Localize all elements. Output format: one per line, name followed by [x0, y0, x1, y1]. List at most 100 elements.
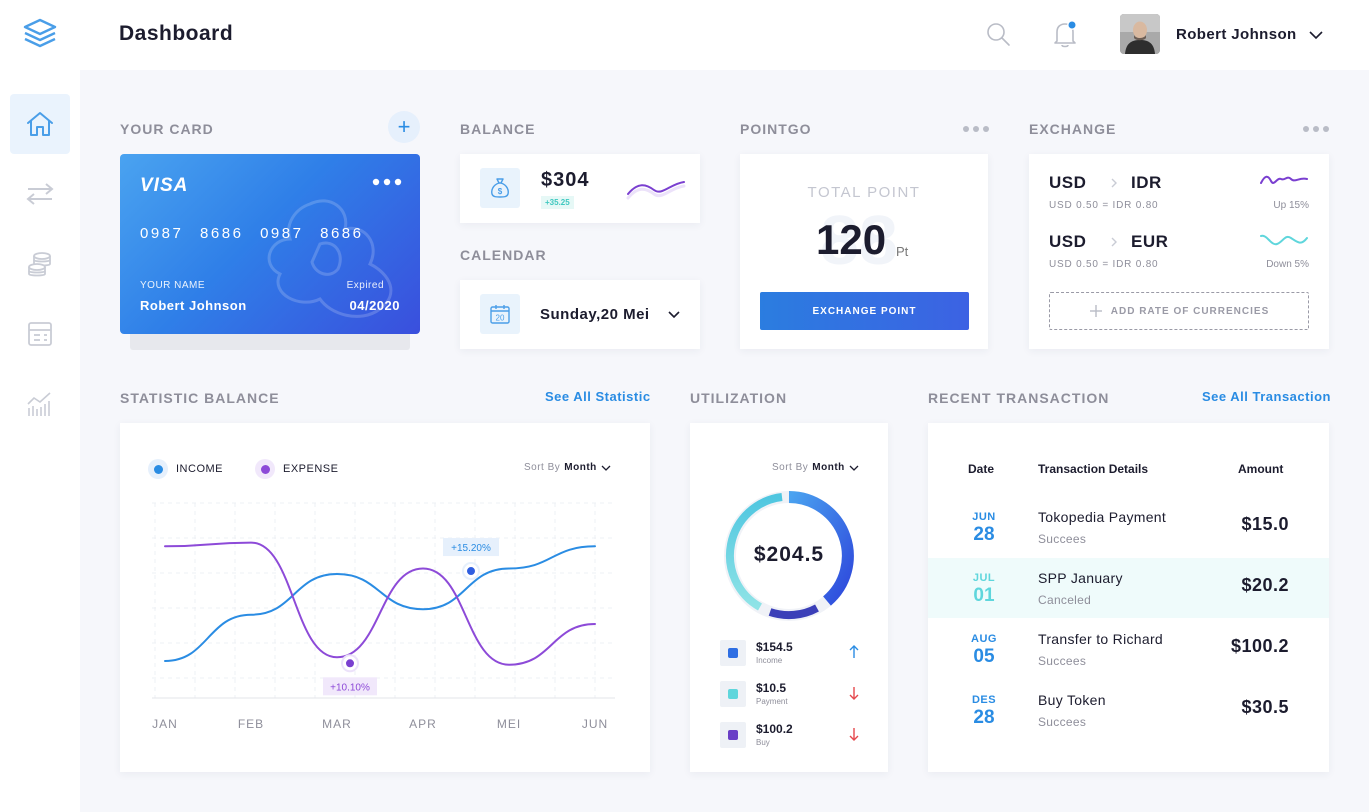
x-tick-label: MEI	[497, 717, 521, 731]
x-tick-label: FEB	[238, 717, 264, 731]
balance-card: $ $304 +35.25	[460, 154, 700, 223]
card-more-icon[interactable]	[372, 178, 402, 186]
card-name-label: YOUR NAME	[140, 280, 206, 291]
exchange-point-button[interactable]: EXCHANGE POINT	[760, 292, 969, 330]
tx-detail: Buy Token	[1038, 692, 1106, 708]
exchange-trend: Up 15%	[1273, 200, 1309, 211]
table-row[interactable]: JUN 28 Tokopedia Payment Succees $15.0	[928, 497, 1329, 557]
tx-day: 01	[973, 585, 995, 606]
exchange-from-currency: USD	[1049, 173, 1087, 192]
calendar-icon: 20	[480, 294, 520, 334]
exchange-from-currency: USD	[1049, 232, 1087, 251]
exchange-rate-row[interactable]: USD IDR USD 0.50 = IDR 0.80 Up 15%	[1049, 173, 1309, 217]
sidebar-item-home[interactable]	[10, 94, 70, 154]
home-icon	[27, 112, 53, 136]
tx-status: Succees	[1038, 532, 1087, 546]
see-all-transaction-link[interactable]: See All Transaction	[1202, 389, 1331, 404]
utilization-item-payment: $10.5 Payment	[720, 681, 860, 709]
total-point-watermark: 88	[820, 201, 898, 279]
table-row[interactable]: DES 28 Buy Token Succees $30.5	[928, 680, 1329, 740]
income-swatch	[720, 640, 746, 666]
utilization-card: Sort By Month $204.5 $154.5 Income $10.5…	[690, 423, 888, 772]
visa-card[interactable]: VISA 0987 8686 0987 8686 YOUR NAME Rober…	[120, 154, 420, 334]
sidebar-item-analytics[interactable]	[10, 374, 70, 434]
data-point-marker	[467, 567, 475, 576]
tooltip-expense	[323, 677, 377, 696]
legend-expense[interactable]: EXPENSE	[255, 459, 338, 479]
sidebar-item-transfer[interactable]	[10, 164, 70, 224]
legend-income-label: INCOME	[176, 463, 223, 475]
exchange-more-icon[interactable]	[1302, 125, 1330, 133]
sidebar-item-invoice[interactable]	[10, 304, 70, 364]
chevron-down-icon[interactable]	[1308, 28, 1324, 42]
tx-day: 05	[973, 646, 995, 667]
exchange-rate-row[interactable]: USD EUR USD 0.50 = IDR 0.80 Down 5%	[1049, 232, 1309, 276]
exchange-rate-text: USD 0.50 = IDR 0.80	[1049, 200, 1159, 211]
utilization-value: $100.2	[756, 722, 793, 736]
legend-income[interactable]: INCOME	[148, 459, 223, 479]
balance-label: BALANCE	[460, 121, 536, 137]
sort-by-label: Sort By	[524, 462, 561, 473]
pointgo-label: POINTGO	[740, 121, 812, 137]
page-title: Dashboard	[119, 22, 234, 45]
table-row[interactable]: JUL 01 SPP January Canceled $20.2	[928, 558, 1329, 618]
card-expired-label: Expired	[346, 280, 384, 291]
chevron-right-icon	[1111, 178, 1117, 188]
statistic-card: INCOME EXPENSE Sort By Month JAN FEB MAR AP…	[120, 423, 650, 772]
add-rate-button[interactable]: ADD RATE OF CURRENCIES	[1049, 292, 1309, 330]
sidebar	[0, 70, 80, 812]
transaction-card: Date Transaction Details Amount JUN 28 T…	[928, 423, 1329, 772]
total-point-value: 120	[816, 216, 887, 263]
statistic-line-chart: JAN FEB MAR APR MEI JUN +15.20% +10.10%	[152, 502, 615, 731]
utilization-value: $154.5	[756, 640, 793, 654]
visa-logo: VISA	[140, 175, 189, 196]
tx-month: JUN	[972, 511, 996, 523]
bell-icon[interactable]	[1052, 19, 1078, 49]
pointgo-more-icon[interactable]	[962, 125, 990, 133]
your-card-label: YOUR CARD	[120, 121, 214, 137]
donut-payment-arc	[725, 493, 783, 611]
exchange-label: EXCHANGE	[1029, 121, 1117, 137]
chevron-down-icon[interactable]	[668, 310, 680, 320]
utilization-sort-dropdown[interactable]: Sort By Month	[772, 462, 859, 473]
transfer-arrows-icon	[26, 183, 54, 205]
income-dot	[148, 459, 168, 479]
layers-logo-icon[interactable]	[22, 17, 58, 51]
table-row[interactable]: AUG 05 Transfer to Richard Succees $100.…	[928, 619, 1329, 679]
world-map-watermark	[267, 199, 393, 318]
tx-status: Succees	[1038, 654, 1087, 668]
arrow-down-icon	[849, 728, 859, 741]
search-icon[interactable]	[985, 21, 1011, 47]
chevron-down-icon	[601, 465, 611, 471]
x-tick-label: JUN	[582, 717, 608, 731]
exchange-card: USD IDR USD 0.50 = IDR 0.80 Up 15% USD E…	[1029, 154, 1329, 349]
card-number: 0987 8686 0987 8686	[140, 225, 364, 242]
tooltip-income-label: +15.20%	[451, 543, 491, 554]
card-holder-name: Robert Johnson	[140, 298, 247, 313]
buy-swatch	[720, 722, 746, 748]
balance-change-badge: +35.25	[541, 196, 574, 209]
calendar-card[interactable]: 20 Sunday,20 Mei	[460, 280, 700, 349]
utilization-donut-chart	[724, 491, 854, 621]
see-all-statistic-link[interactable]: See All Statistic	[545, 389, 651, 404]
exchange-trend: Down 5%	[1266, 259, 1309, 270]
statistic-sort-dropdown[interactable]: Sort By Month	[524, 462, 611, 473]
series-line-income	[164, 545, 596, 662]
balance-value: $304	[541, 169, 590, 191]
utilization-label: UTILIZATION	[690, 390, 788, 406]
tx-detail: Tokopedia Payment	[1038, 509, 1167, 525]
exchange-to-currency: EUR	[1131, 232, 1169, 251]
money-bag-icon: $	[480, 168, 520, 208]
user-name[interactable]: Robert Johnson	[1176, 26, 1297, 43]
utilization-item-income: $154.5 Income	[720, 640, 860, 668]
sidebar-item-coins[interactable]	[10, 234, 70, 294]
recent-transaction-label: RECENT TRANSACTION	[928, 390, 1110, 406]
tx-status: Succees	[1038, 715, 1087, 729]
exchange-sparkline-up	[1260, 175, 1308, 184]
plus-icon	[1089, 305, 1102, 317]
avatar[interactable]	[1120, 14, 1160, 54]
notification-dot	[1067, 20, 1077, 30]
add-card-button[interactable]: +	[388, 111, 420, 143]
sort-by-label: Sort By	[772, 462, 809, 473]
utilization-value: $10.5	[756, 681, 787, 695]
